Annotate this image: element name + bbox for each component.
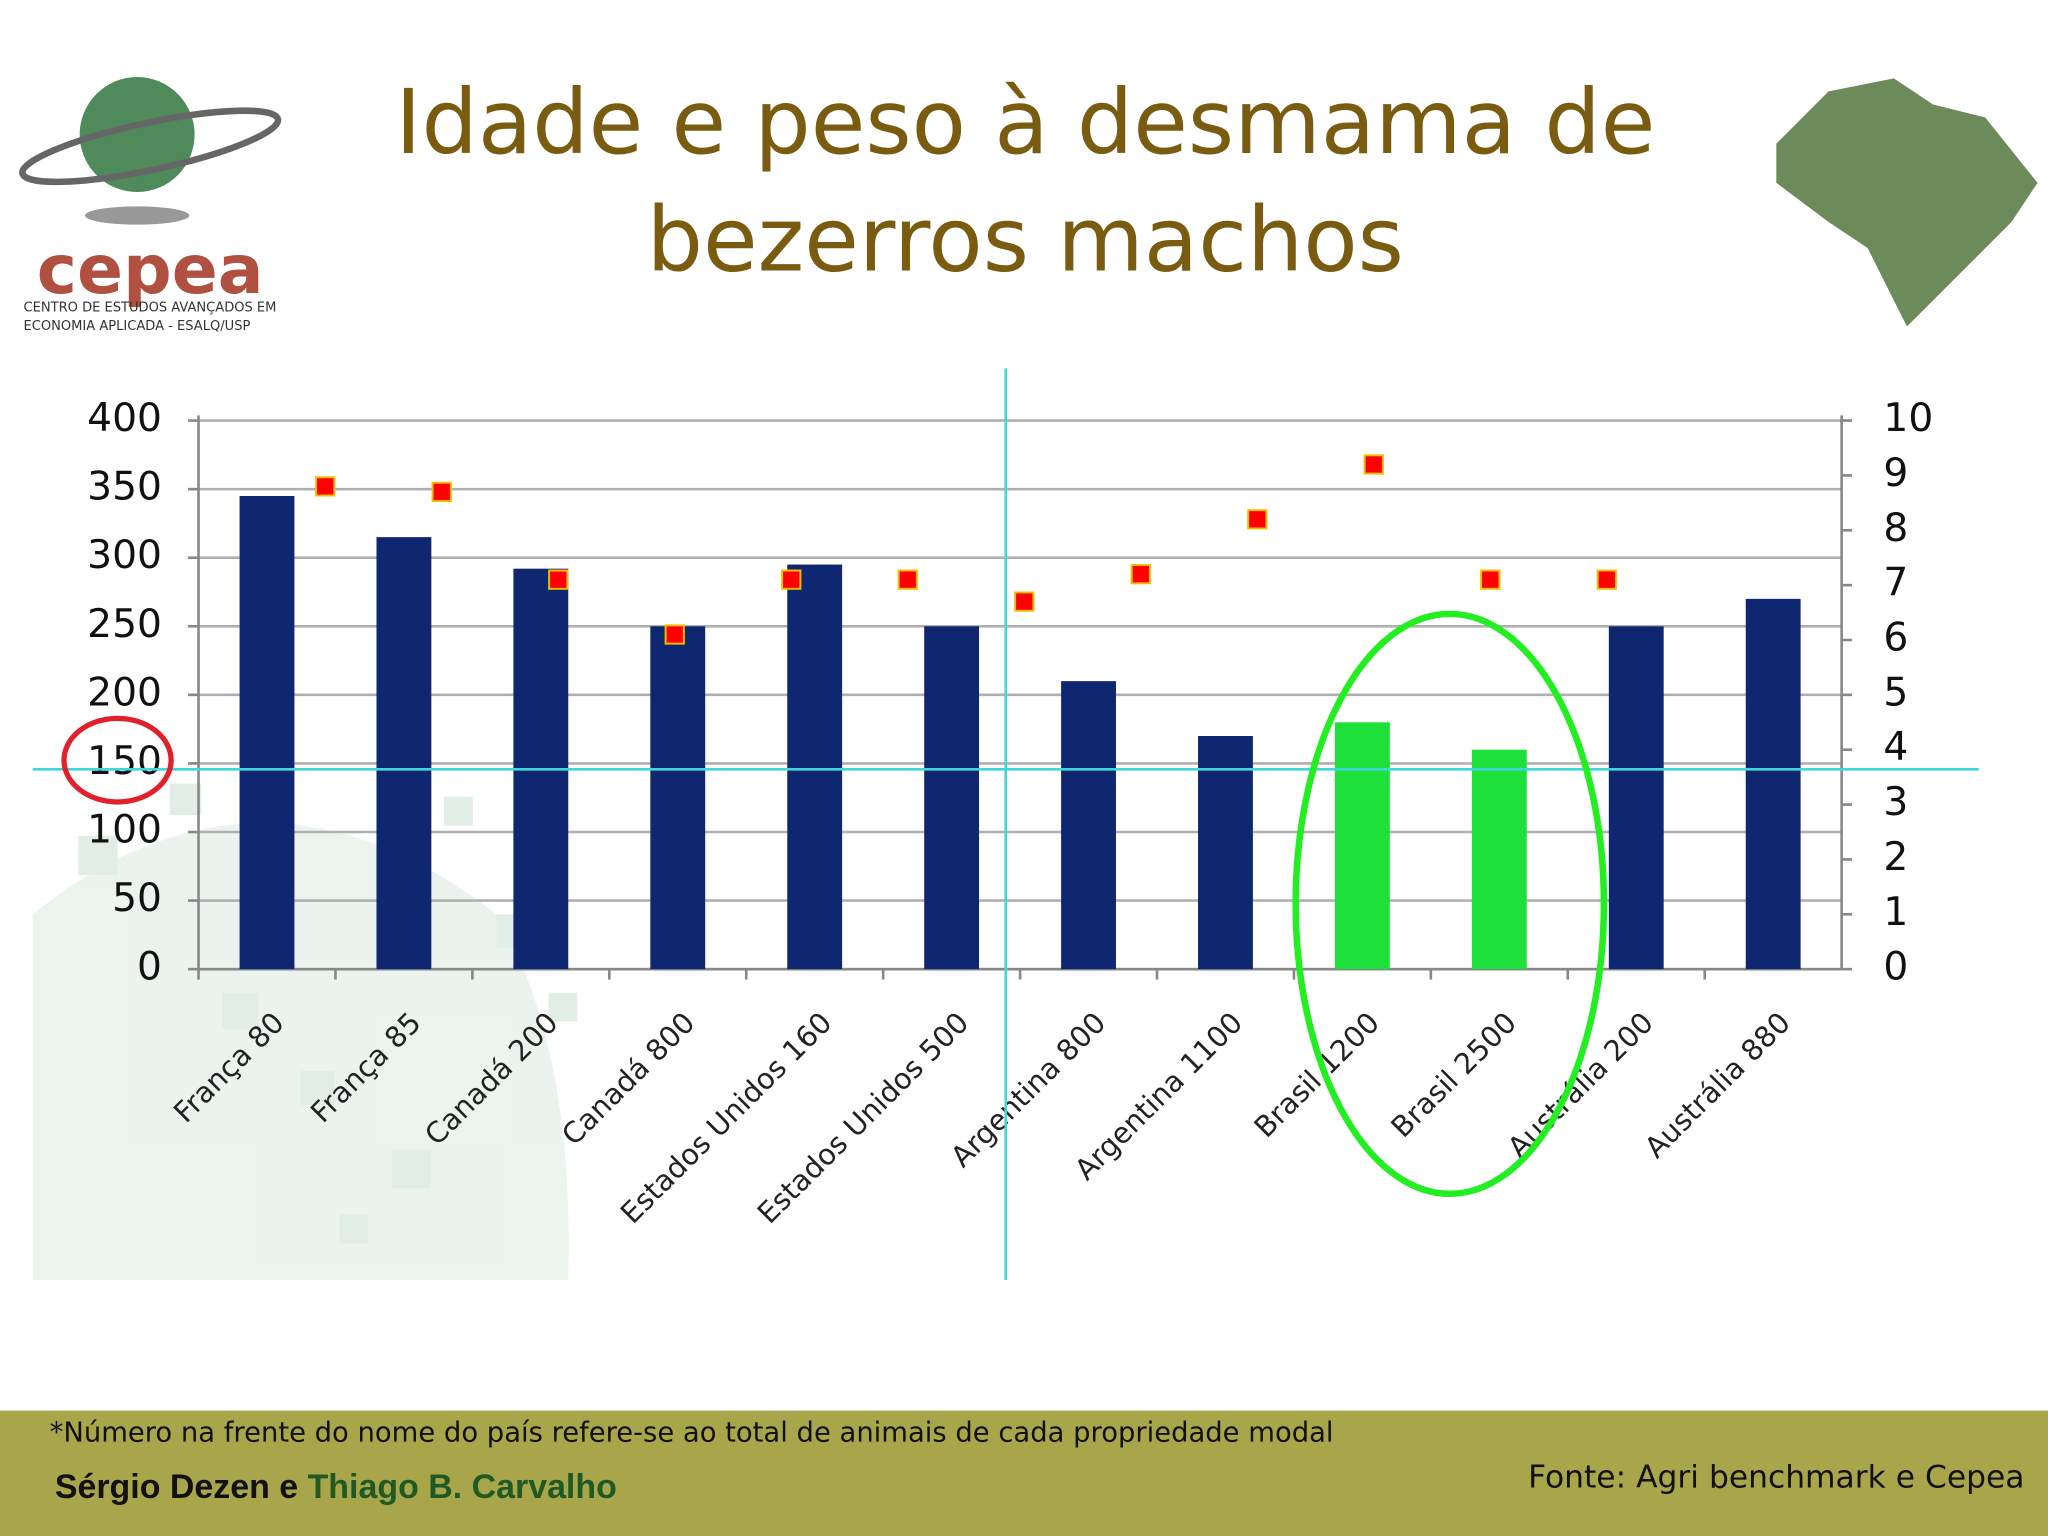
bar	[650, 626, 706, 970]
bar	[239, 496, 295, 970]
bar	[1061, 681, 1116, 970]
y-tick-label: 350	[87, 465, 162, 510]
author: Thiago B. Carvalho	[308, 1468, 617, 1506]
background-decoration	[32, 783, 578, 1280]
bar	[924, 626, 980, 970]
x-tick-label: Austrália 200	[1501, 1005, 1660, 1164]
y-tick-label: 400	[87, 396, 162, 441]
marker	[1480, 569, 1501, 590]
footnote: *Número na frente do nome do país refere…	[50, 1418, 1334, 1449]
bar	[1745, 598, 1801, 970]
logo-line: CENTRO DE ESTUDOS AVANÇADOS EM	[24, 301, 277, 316]
y2-tick-label: 9	[1883, 451, 1908, 496]
logo-name: cepea	[37, 231, 264, 310]
y2-tick-label: 8	[1883, 506, 1908, 551]
marker	[897, 569, 918, 590]
y2-tick-label: 2	[1883, 835, 1908, 880]
footer-bar	[0, 1410, 2048, 1536]
cepea-logo: cepea CENTRO DE ESTUDOS AVANÇADOS EM ECO…	[19, 77, 282, 334]
x-tick-label: Brasil 1200	[1247, 1005, 1386, 1144]
y-tick-label: 50	[112, 876, 162, 921]
chart-title: Idade e peso à desmama de bezerros macho…	[395, 71, 1656, 293]
marker	[1363, 454, 1384, 475]
bar	[787, 564, 843, 970]
brazil-map	[1776, 78, 2038, 327]
marker	[1014, 591, 1035, 612]
marker	[548, 569, 569, 590]
marker	[315, 476, 336, 497]
y-tick-label: 150	[87, 739, 162, 784]
marker	[781, 569, 802, 590]
y2-tick-label: 4	[1883, 725, 1908, 770]
bar	[1471, 749, 1527, 970]
authors: Sérgio Dezen e Thiago B. Carvalho	[55, 1468, 617, 1506]
annotations	[32, 368, 1979, 1280]
y2-tick-label: 6	[1883, 616, 1908, 661]
logo-line: ECONOMIA APLICADA - ESALQ/USP	[24, 319, 251, 334]
marker	[1247, 509, 1268, 530]
bar	[1608, 626, 1664, 970]
y-tick-label: 300	[87, 533, 162, 578]
author: Sérgio Dezen e	[55, 1468, 298, 1506]
y2-tick-label: 10	[1883, 396, 1933, 441]
y-tick-label: 0	[137, 945, 162, 990]
marker	[1130, 564, 1151, 585]
bar	[376, 537, 432, 970]
y2-tick-label: 0	[1883, 945, 1908, 990]
x-tick-label: Canadá 800	[555, 1005, 702, 1152]
y-tick-label: 200	[87, 670, 162, 715]
bar	[1334, 722, 1390, 970]
y-tick-label: 250	[87, 602, 162, 647]
title-box: Idade e peso à desmama de bezerros macho…	[395, 71, 1656, 293]
y2-tick-label: 3	[1883, 780, 1908, 825]
x-tick-label: Austrália 880	[1638, 1005, 1797, 1164]
marker	[664, 624, 685, 645]
y2-tick-label: 7	[1883, 561, 1908, 606]
x-tick-label: Brasil 2500	[1384, 1005, 1523, 1144]
marker	[1596, 569, 1617, 590]
bar	[1198, 736, 1253, 970]
y2-tick-label: 5	[1883, 670, 1908, 715]
y2-tick-label: 1	[1883, 890, 1908, 935]
source: Fonte: Agri benchmark e Cepea	[1528, 1460, 2024, 1496]
marker	[431, 481, 452, 503]
y-tick-label: 100	[87, 808, 162, 853]
